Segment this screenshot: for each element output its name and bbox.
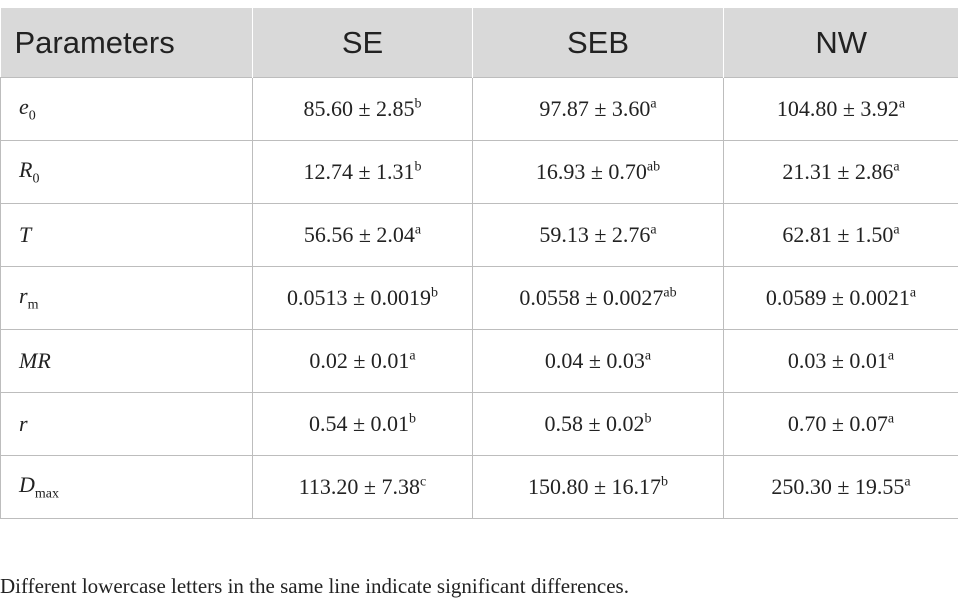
header-cell: Parameters — [0, 8, 253, 78]
table-body: e0 85.60 ± 2.85b 97.87 ± 3.60a 104.80 ± 3.9… — [0, 77, 958, 519]
cell-value: 0.02 ± 0.01 — [309, 348, 410, 373]
significance-letter: a — [909, 285, 917, 301]
value-cell: 0.03 ± 0.01a — [723, 329, 958, 393]
header-cell: NW — [723, 8, 958, 78]
cell-value: 150.80 ± 16.17 — [527, 474, 662, 499]
cell-value: 113.20 ± 7.38 — [298, 474, 421, 499]
significance-letter: c — [420, 474, 427, 490]
cell-value: 85.60 ± 2.85 — [303, 96, 415, 121]
significance-letter: ab — [646, 159, 661, 175]
value-cell: 16.93 ± 0.70ab — [472, 140, 724, 204]
parameter-cell: e0 — [0, 77, 253, 141]
value-cell: 0.54 ± 0.01b — [252, 392, 473, 456]
parameter-symbol: D — [19, 471, 35, 497]
significance-letter: ab — [663, 285, 677, 301]
header-row: Parameters SE SEB NW — [0, 8, 958, 78]
significance-letter: a — [887, 348, 895, 364]
table-row: e0 85.60 ± 2.85b 97.87 ± 3.60a 104.80 ± 3.9… — [0, 77, 958, 141]
value-cell: 62.81 ± 1.50a — [723, 203, 958, 267]
table-row: Dmax 113.20 ± 7.38c 150.80 ± 16.17b 250.30 … — [0, 455, 958, 519]
cell-value: 16.93 ± 0.70 — [535, 159, 647, 184]
significance-letter: a — [650, 222, 657, 238]
cell-value: 0.0558 ± 0.0027 — [519, 285, 664, 310]
significance-letter: a — [644, 348, 652, 364]
table-row: r 0.54 ± 0.01b 0.58 ± 0.02b 0.70 ± 0.07a — [0, 392, 958, 456]
value-cell: 56.56 ± 2.04a — [252, 203, 473, 267]
value-cell: 97.87 ± 3.60a — [472, 77, 724, 141]
value-cell: 0.0589 ± 0.0021a — [723, 266, 958, 330]
parameter-symbol: e — [19, 93, 29, 119]
significance-letter: a — [650, 96, 657, 112]
cell-value: 0.04 ± 0.03 — [544, 348, 645, 373]
cell-value: 97.87 ± 3.60 — [539, 96, 651, 121]
parameter-cell: Dmax — [0, 455, 253, 519]
cell-value: 0.0589 ± 0.0021 — [765, 285, 910, 310]
table-row: T 56.56 ± 2.04a 59.13 ± 2.76a 62.81 ± 1.50a — [0, 203, 958, 267]
value-cell: 0.04 ± 0.03a — [472, 329, 724, 393]
value-cell: 0.02 ± 0.01a — [252, 329, 473, 393]
parameter-cell: T — [0, 203, 253, 267]
parameter-cell: rm — [0, 266, 253, 330]
significance-letter: b — [661, 474, 669, 490]
parameter-cell: r — [0, 392, 253, 456]
value-cell: 113.20 ± 7.38c — [252, 455, 473, 519]
cell-value: 59.13 ± 2.76 — [539, 222, 651, 247]
cell-value: 104.80 ± 3.92 — [776, 96, 899, 121]
header-cell: SEB — [472, 8, 724, 78]
value-cell: 150.80 ± 16.17b — [472, 455, 724, 519]
significance-letter: a — [887, 411, 895, 427]
significance-letter: b — [409, 411, 417, 427]
value-cell: 21.31 ± 2.86a — [723, 140, 958, 204]
significance-letter: a — [893, 159, 900, 175]
cell-value: 0.0513 ± 0.0019 — [286, 285, 432, 310]
cell-value: 12.74 ± 1.31 — [303, 159, 415, 184]
table-row: MR 0.02 ± 0.01a 0.04 ± 0.03a 0.03 ± 0.01a — [0, 329, 958, 393]
parameter-subscript: m — [27, 297, 39, 313]
cell-value: 250.30 ± 19.55 — [771, 474, 905, 499]
significance-letter: a — [409, 348, 416, 364]
parameter-symbol: r — [19, 411, 28, 436]
parameter-cell: R0 — [0, 140, 253, 204]
table-row: rm 0.0513 ± 0.0019b 0.0558 ± 0.0027ab 0.058… — [0, 266, 958, 330]
cell-value: 0.58 ± 0.02 — [544, 411, 645, 436]
parameter-symbol: MR — [19, 348, 51, 373]
footnote: Different lowercase letters in the same … — [0, 574, 629, 598]
parameter-cell: MR — [0, 329, 253, 393]
significance-letter: a — [414, 222, 422, 238]
data-table: Parameters SE SEB NW e0 85.60 ± 2.85b 97.87 ±… — [0, 8, 958, 519]
significance-letter: b — [431, 285, 439, 301]
value-cell: 0.58 ± 0.02b — [472, 392, 724, 456]
significance-letter: a — [904, 474, 911, 490]
cell-value: 0.54 ± 0.01 — [308, 411, 410, 436]
value-cell: 85.60 ± 2.85b — [252, 77, 473, 141]
value-cell: 12.74 ± 1.31b — [252, 140, 473, 204]
cell-value: 0.03 ± 0.01 — [787, 348, 888, 373]
table-row: R0 12.74 ± 1.31b 16.93 ± 0.70ab 21.31 ± 2.8… — [0, 140, 958, 204]
significance-letter: b — [414, 159, 422, 175]
header-cell: SE — [252, 8, 473, 78]
value-cell: 0.70 ± 0.07a — [723, 392, 958, 456]
cell-value: 56.56 ± 2.04 — [303, 222, 415, 247]
parameter-symbol: R — [19, 156, 33, 182]
parameter-subscript: 0 — [32, 171, 40, 187]
significance-letter: a — [898, 96, 906, 112]
significance-letter: b — [414, 96, 422, 112]
value-cell: 104.80 ± 3.92a — [723, 77, 958, 141]
value-cell: 0.0513 ± 0.0019b — [252, 266, 473, 330]
value-cell: 250.30 ± 19.55a — [723, 455, 958, 519]
parameter-symbol: T — [19, 222, 32, 247]
value-cell: 0.0558 ± 0.0027ab — [472, 266, 724, 330]
parameter-subscript: max — [34, 486, 59, 502]
significance-letter: a — [893, 222, 900, 238]
significance-letter: b — [644, 411, 652, 427]
cell-value: 62.81 ± 1.50 — [782, 222, 894, 247]
cell-value: 0.70 ± 0.07 — [787, 411, 888, 436]
parameter-symbol: r — [19, 282, 28, 308]
value-cell: 59.13 ± 2.76a — [472, 203, 724, 267]
cell-value: 21.31 ± 2.86 — [782, 159, 894, 184]
parameter-subscript: 0 — [28, 108, 36, 124]
